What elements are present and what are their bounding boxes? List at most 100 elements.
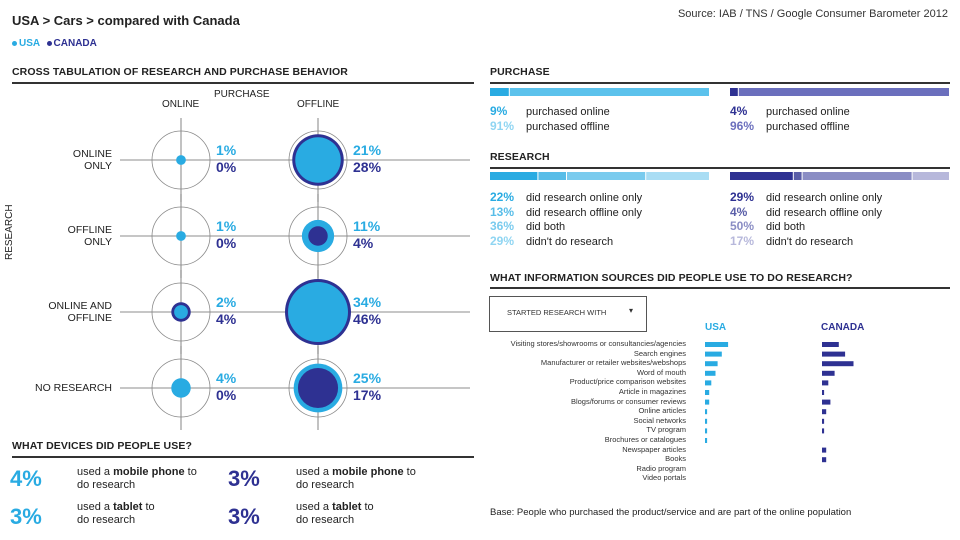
reference-circle <box>288 358 348 418</box>
purchase-usa-list: 9% purchased online 91% purchased offline <box>490 104 610 134</box>
source-bar-canada <box>822 409 827 415</box>
purchase-usa-row: 9% purchased online <box>490 104 610 118</box>
online-usa-value: 2% <box>216 294 237 310</box>
reference-circle <box>151 130 211 190</box>
research-title: RESEARCH <box>490 151 550 163</box>
source-bar-canada <box>822 342 839 347</box>
source-bar-canada <box>822 351 846 357</box>
legend-usa-label: USA <box>19 38 40 49</box>
sources-divider <box>490 287 950 289</box>
research-can-segment <box>802 172 912 180</box>
sources-col-canada: CANADA <box>821 322 865 333</box>
source-bar-usa <box>705 342 729 347</box>
source-label: Product/price comparison websites <box>569 377 686 387</box>
source-label: Article in magazines <box>618 387 686 396</box>
purchase-can-row: 4% purchased online <box>730 104 850 118</box>
source-bar-canada <box>822 428 825 434</box>
offline-can-value: 4% <box>353 235 374 251</box>
purchase-divider <box>490 82 950 84</box>
row-label: NO RESEARCH <box>34 382 112 394</box>
source-bar-usa <box>705 418 708 424</box>
source-label: TV program <box>646 425 686 435</box>
online-usa-value: 1% <box>216 142 237 158</box>
sources-title: WHAT INFORMATION SOURCES DID PEOPLE USE … <box>490 272 853 284</box>
source-bar-usa <box>705 390 710 395</box>
source-label: Social networks <box>633 415 686 425</box>
bubble-canada <box>297 367 339 409</box>
bubble-usa <box>174 305 188 319</box>
purchase-bars <box>490 88 949 96</box>
source-bar-canada <box>822 399 831 405</box>
bubble-canada <box>308 226 328 246</box>
offline-can-value: 28% <box>353 159 382 175</box>
online-can-value: 4% <box>216 311 237 327</box>
base-note: Base: People who purchased the product/s… <box>490 507 852 518</box>
row-label: ONLINE AND OFFLINE <box>48 300 112 324</box>
research-can-list: 29% did research online only 4% did resear… <box>730 190 883 249</box>
offline-usa-value: 11% <box>353 218 381 234</box>
purchase-title: PURCHASE <box>490 66 550 78</box>
purchase-can-row: 96% purchased offline <box>730 118 850 133</box>
bubble-usa <box>171 378 191 398</box>
usa-mobile-pct: 4% <box>10 466 42 491</box>
online-usa-value: 1% <box>216 218 237 234</box>
source-bar-usa <box>705 409 708 415</box>
cross-tab-grid <box>120 118 470 430</box>
source-bar-canada <box>822 447 827 453</box>
legend-canada-dot <box>46 40 52 46</box>
devices-title: WHAT DEVICES DID PEOPLE USE? <box>12 440 192 452</box>
source-bar-usa <box>705 380 712 386</box>
research-usa-segment <box>490 172 538 180</box>
offline-can-value: 46% <box>353 311 382 327</box>
source-label: Blogs/forums or consumer reviews <box>570 396 686 406</box>
research-can-segment <box>912 172 949 180</box>
research-usa-segment <box>567 172 646 180</box>
online-can-value: 0% <box>216 387 237 403</box>
usa-tablet-pct: 3% <box>10 504 42 529</box>
col-online: ONLINE <box>162 99 200 110</box>
source-bar-usa <box>705 351 722 357</box>
offline-usa-value: 25% <box>353 370 382 386</box>
source-bar-canada <box>822 361 854 367</box>
cross-tab-divider <box>12 82 474 84</box>
can-tablet-pct: 3% <box>228 504 260 529</box>
source-bar-usa <box>705 370 716 376</box>
source-bar-usa <box>705 361 718 367</box>
reference-circle <box>288 206 348 266</box>
source-label: Brochures or catalogues <box>604 435 686 444</box>
purchase-can-segment <box>730 88 738 96</box>
offline-usa-value: 34% <box>353 294 382 310</box>
source-bar-usa <box>705 438 708 443</box>
research-can-segment <box>793 172 802 180</box>
purchase-usa-row: 91% purchased offline <box>490 118 610 133</box>
research-can-row: 4% did research offline only <box>730 204 882 219</box>
research-usa-row: 29% didn't do research <box>490 233 614 248</box>
research-can-row: 29% did research online only <box>730 190 883 204</box>
col-offline: OFFLINE <box>297 99 340 110</box>
bubble-usa <box>295 137 341 183</box>
reference-circle <box>151 282 211 342</box>
legend-canada-label: CANADA <box>53 38 97 49</box>
cross-tab-title: CROSS TABULATION OF RESEARCH AND PURCHAS… <box>12 66 348 78</box>
research-usa-segment <box>538 172 566 180</box>
chevron-down-icon: ▾ <box>629 306 634 315</box>
can-mobile-text: used a mobile phone to do research <box>296 466 416 491</box>
source-label: Newspaper articles <box>622 444 686 454</box>
row-label: OFFLINE ONLY <box>67 224 112 248</box>
source-bar-canada <box>822 390 825 395</box>
started-research-dropdown[interactable]: STARTED RESEARCH WITH ▾ <box>489 296 647 332</box>
purchase-can-list: 4% purchased online 96% purchased offline <box>730 104 850 134</box>
source-label: Manufacturer or retailer websites/websho… <box>540 358 686 368</box>
source-label: Visiting stores/showrooms or consultanci… <box>510 339 686 348</box>
source-bar-canada <box>822 457 827 463</box>
legend-usa-dot <box>12 40 17 46</box>
research-usa-segment <box>646 172 709 180</box>
research-usa-row: 36% did both <box>490 219 566 233</box>
reference-circle <box>151 206 211 266</box>
reference-circle <box>288 130 348 190</box>
source-label: Books <box>665 454 686 464</box>
sources-col-usa: USA <box>705 322 727 333</box>
source-label: Radio program <box>636 463 686 473</box>
online-usa-value: 4% <box>216 370 237 386</box>
source-bar-canada <box>822 380 829 386</box>
